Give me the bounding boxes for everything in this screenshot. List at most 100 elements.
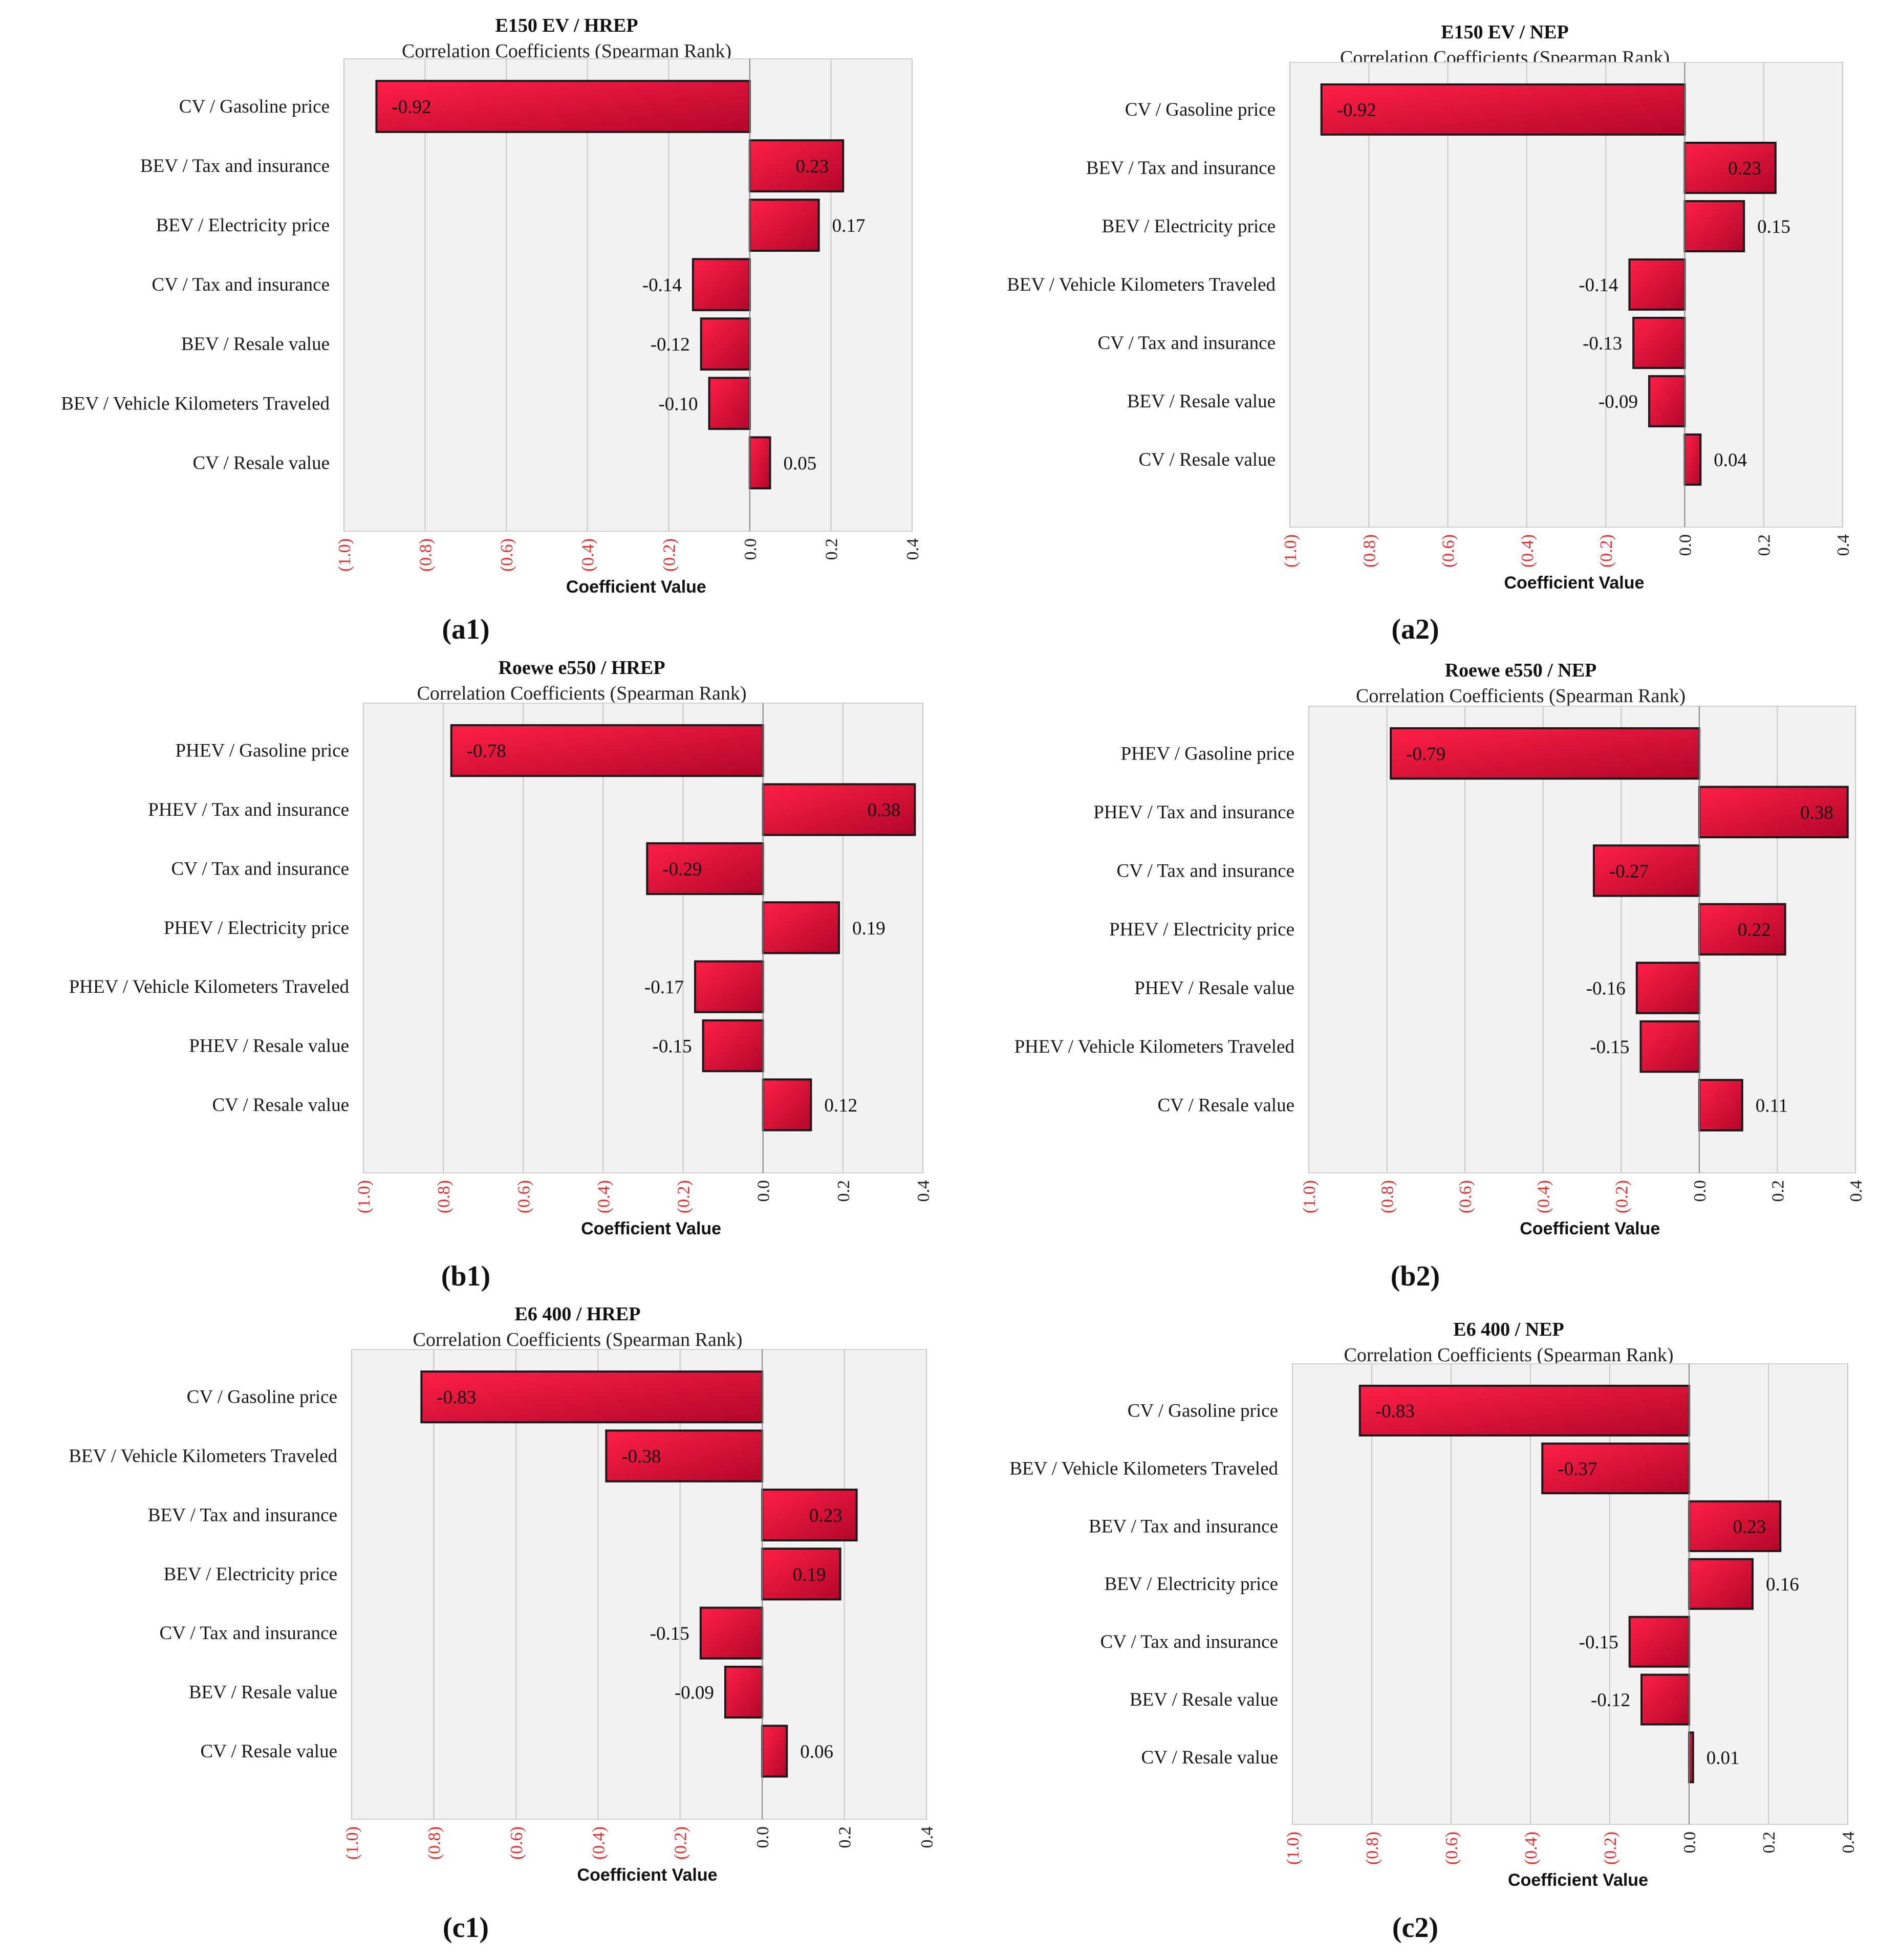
x-axis-title: Coefficient Value [566,577,706,597]
bar [1628,258,1686,311]
x-tick-label: 0.4 [1839,1832,1858,1854]
value-label: -0.12 [651,334,690,355]
plot-area [1289,62,1843,528]
category-label: PHEV / Gasoline price [176,741,349,761]
value-label: 0.12 [824,1095,857,1116]
value-label: -0.83 [1375,1401,1415,1422]
bar [748,436,771,490]
category-label: PHEV / Gasoline price [1121,743,1294,764]
category-label: BEV / Electricity price [156,215,330,236]
bar [375,80,751,133]
category-label: CV / Tax and insurance [1100,1631,1278,1652]
bar [708,377,751,430]
bar [1632,317,1686,369]
panel-label-a1: (a1) [442,614,490,645]
category-label: CV / Tax and insurance [171,858,349,879]
bar [762,1078,812,1131]
category-label: BEV / Vehicle Kilometers Traveled [69,1446,337,1467]
x-tick-label: (0.6) [1456,1180,1475,1213]
category-label: BEV / Vehicle Kilometers Traveled [61,393,330,414]
x-axis-title: Coefficient Value [581,1219,721,1238]
bar [1640,1673,1690,1726]
value-label: -0.92 [392,97,431,118]
chart-c1: E6 400 / HREP Correlation Coefficients (S… [69,1303,937,1885]
x-tick-label: (0.4) [1518,534,1537,568]
value-label: -0.83 [437,1387,476,1408]
value-label: 0.23 [809,1505,843,1526]
bar [748,199,820,252]
category-label: BEV / Tax and insurance [1086,158,1276,179]
category-label: PHEV / Electricity price [1109,919,1294,940]
chart-title: Roewe e550 / HREP [498,657,665,679]
x-tick-label: (0.6) [1439,534,1458,568]
category-label: PHEV / Electricity price [164,918,349,939]
bar [1683,141,1777,194]
x-tick-label: 0.2 [836,1826,855,1848]
category-label: BEV / Electricity price [1105,1574,1278,1595]
x-tick-label: (0.6) [498,538,516,572]
bar [1648,375,1686,428]
value-label: 0.05 [784,453,817,474]
chart-title: E150 EV / NEP [1441,21,1569,43]
bar [1688,1731,1694,1783]
chart-subtitle: Correlation Coefficients (Spearman Rank) [417,683,746,704]
bar [1541,1442,1690,1494]
x-tick-label: 0.4 [1834,534,1853,556]
category-label: BEV / Tax and insurance [1089,1516,1278,1537]
category-label: BEV / Electricity price [1102,216,1276,237]
category-label: BEV / Vehicle Kilometers Traveled [1007,274,1276,295]
value-label: -0.15 [653,1036,692,1057]
category-label: BEV / Resale value [181,334,330,355]
chart-title: E150 EV / HREP [495,15,638,36]
category-label: PHEV / Tax and insurance [1093,802,1294,823]
category-label: BEV / Electricity price [164,1564,337,1585]
chart-c2: E6 400 / NEP Correlation Coefficients (Sp… [1009,1319,1858,1890]
x-tick-label: 0.4 [903,538,922,560]
x-tick-label: 0.0 [1676,534,1695,556]
bar [762,901,840,954]
panel-label-c2: (c2) [1392,1912,1439,1944]
value-label: -0.79 [1406,744,1445,765]
value-label: 0.11 [1756,1096,1788,1117]
x-tick-label: 0.0 [1691,1180,1710,1202]
category-label: BEV / Resale value [189,1682,337,1703]
category-label: CV / Resale value [1141,1747,1278,1768]
x-axis-title: Coefficient Value [1520,1219,1660,1238]
category-label: CV / Tax and insurance [160,1623,337,1644]
x-tick-label: (0.8) [1363,1832,1382,1865]
panel-label-b2: (b2) [1390,1260,1440,1292]
value-label: -0.17 [644,977,684,998]
value-label: 0.04 [1714,450,1747,471]
bar [1683,200,1745,253]
value-label: 0.19 [793,1564,826,1585]
bar [762,783,916,836]
value-label: 0.16 [1766,1574,1799,1595]
x-tick-label: 0.0 [753,1826,772,1848]
category-label: PHEV / Tax and insurance [148,799,349,820]
x-tick-label: (0.8) [1378,1180,1397,1213]
x-tick-label: 0.2 [1755,534,1774,556]
x-tick-label: (0.4) [1522,1832,1541,1865]
category-label: PHEV / Resale value [1134,978,1294,999]
value-label: 0.06 [800,1741,833,1762]
chart-subtitle: Correlation Coefficients (Spearman Rank) [413,1329,742,1351]
x-tick-label: (1.0) [1284,1832,1303,1865]
bar [1358,1384,1690,1437]
chart-title: E6 400 / NEP [1453,1319,1564,1340]
value-label: -0.12 [1591,1690,1630,1711]
x-tick-label: (0.6) [514,1180,533,1213]
x-tick-label: (0.4) [579,538,598,572]
value-label: -0.15 [1590,1037,1629,1058]
x-tick-label: (0.2) [660,538,679,572]
plot-area [343,58,913,532]
x-tick-label: 0.4 [918,1826,937,1848]
value-label: 0.19 [852,918,885,939]
category-label: CV / Resale value [200,1741,337,1762]
category-label: CV / Gasoline price [179,96,330,117]
value-label: -0.14 [642,275,682,296]
bar [694,960,764,1013]
category-label: PHEV / Vehicle Kilometers Traveled [1014,1036,1295,1057]
category-label: CV / Tax and insurance [152,274,330,295]
